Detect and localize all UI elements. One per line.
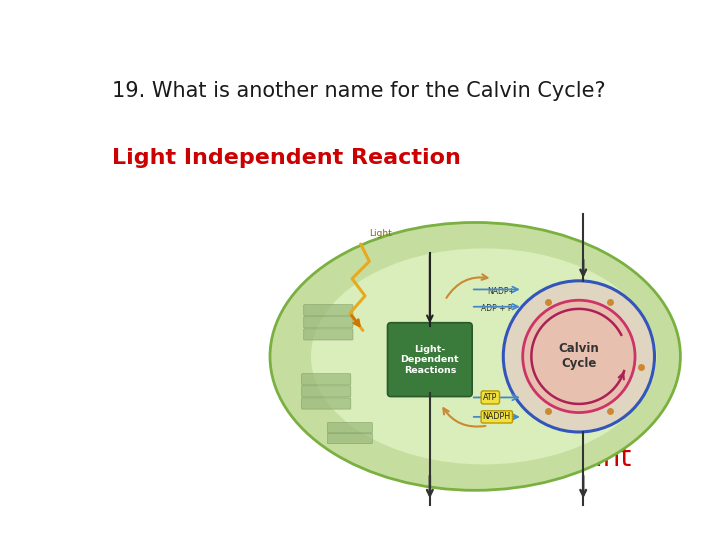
FancyBboxPatch shape <box>304 316 353 328</box>
FancyBboxPatch shape <box>302 386 351 397</box>
FancyBboxPatch shape <box>328 433 372 444</box>
FancyBboxPatch shape <box>304 305 353 316</box>
Ellipse shape <box>523 300 635 413</box>
Text: ADP + P: ADP + P <box>481 305 513 313</box>
FancyBboxPatch shape <box>302 398 351 409</box>
Text: NADPH: NADPH <box>482 413 511 421</box>
Ellipse shape <box>503 281 654 432</box>
Ellipse shape <box>311 248 657 464</box>
Text: 19. What is another name for the Calvin Cycle?: 19. What is another name for the Calvin … <box>112 82 606 102</box>
Text: Light: Light <box>369 228 392 238</box>
FancyBboxPatch shape <box>302 374 351 385</box>
Text: ATP: ATP <box>483 393 498 402</box>
Text: 1 point: 1 point <box>534 444 631 472</box>
FancyBboxPatch shape <box>328 422 372 433</box>
FancyBboxPatch shape <box>304 329 353 340</box>
Text: NADP+: NADP+ <box>487 287 515 296</box>
Ellipse shape <box>270 222 680 490</box>
FancyBboxPatch shape <box>387 323 472 396</box>
Text: Light-
Dependent
Reactions: Light- Dependent Reactions <box>400 345 459 375</box>
Text: Calvin
Cycle: Calvin Cycle <box>559 342 599 370</box>
Text: Light Independent Reaction: Light Independent Reaction <box>112 148 462 168</box>
